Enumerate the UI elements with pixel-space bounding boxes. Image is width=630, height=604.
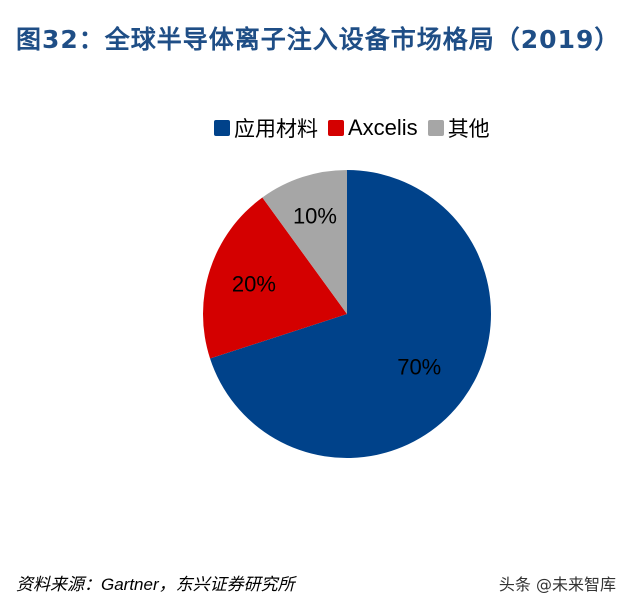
legend-item-applied-materials: 应用材料 — [214, 113, 318, 143]
source-note: 资料来源：Gartner，东兴证券研究所 — [16, 570, 295, 595]
slice-label: 70% — [397, 354, 441, 379]
legend-item-others: 其他 — [427, 113, 490, 143]
slice-applied-materials — [210, 170, 492, 459]
legend-label: 应用材料 — [234, 117, 318, 141]
legend-swatch-others — [427, 120, 444, 136]
chart-legend: 应用材料 Axcelis 其他 — [214, 113, 500, 143]
legend-label: 其他 — [447, 117, 490, 141]
watermark: 头条 @未来智库 — [498, 575, 616, 594]
slice-label: 10% — [293, 203, 337, 228]
legend-label: Axcelis — [348, 115, 418, 140]
legend-item-axcelis: Axcelis — [328, 115, 418, 141]
slice-label: 20% — [232, 272, 276, 297]
legend-swatch-axcelis — [328, 120, 344, 136]
source-prefix: 资料来源： — [16, 575, 101, 595]
pie-slices — [203, 170, 492, 459]
pie-labels: 70% 20% 10% — [232, 203, 441, 379]
legend-swatch-applied-materials — [214, 120, 230, 136]
source-latin: Gartner — [101, 575, 159, 594]
slice-axcelis — [203, 197, 347, 359]
source-suffix: ，东兴证券研究所 — [158, 575, 295, 595]
slice-others — [262, 170, 347, 314]
figure-title: 图32：全球半导体离子注入设备市场格局（2019） — [16, 25, 621, 54]
